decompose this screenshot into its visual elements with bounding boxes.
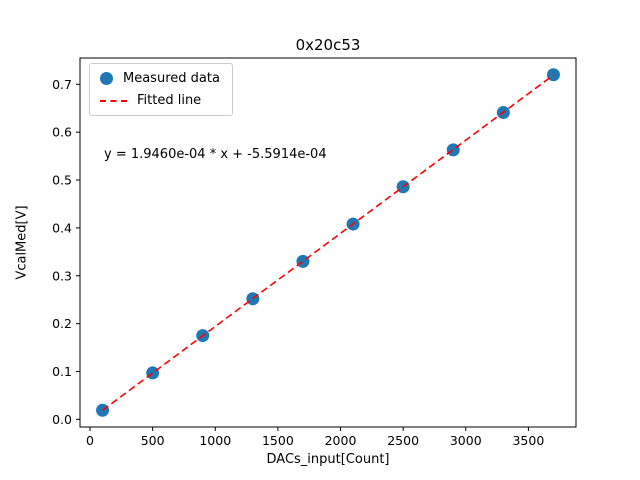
scatter-point bbox=[296, 254, 310, 268]
x-tick-label: 2000 bbox=[325, 433, 357, 448]
legend-label-measured-data: Measured data bbox=[123, 71, 220, 86]
y-tick-label: 0.3 bbox=[52, 268, 72, 283]
x-tick-label: 3500 bbox=[512, 433, 544, 448]
y-tick-label: 0.6 bbox=[52, 125, 72, 140]
scatter-point bbox=[546, 68, 560, 82]
y-tick-label: 0.1 bbox=[52, 364, 72, 379]
x-axis-label: DACs_input[Count] bbox=[266, 452, 390, 467]
axes-frame bbox=[79, 57, 577, 428]
x-tick-label: 2500 bbox=[387, 433, 419, 448]
x-tick-label: 0 bbox=[86, 433, 94, 448]
chart-title: 0x20c53 bbox=[295, 36, 361, 54]
fit-equation-annotation: y = 1.9460e-04 * x + -5.5914e-04 bbox=[104, 147, 327, 162]
circle-marker-icon bbox=[100, 72, 113, 85]
dashed-line-icon bbox=[100, 99, 127, 102]
scatter-point bbox=[146, 366, 160, 380]
x-tick-label: 1000 bbox=[199, 433, 231, 448]
y-tick-label: 0.2 bbox=[52, 316, 72, 331]
legend-item-measured-data: Measured data bbox=[100, 71, 220, 86]
y-tick-label: 0.4 bbox=[52, 220, 72, 235]
legend-label-fitted-line: Fitted line bbox=[137, 93, 202, 108]
fitted-line bbox=[102, 74, 554, 411]
y-tick-label: 0.5 bbox=[52, 173, 72, 188]
y-axis-label: VcalMed[V] bbox=[14, 205, 30, 280]
x-tick-label: 500 bbox=[141, 433, 165, 448]
legend-item-fitted-line: Fitted line bbox=[100, 93, 220, 108]
y-tick-label: 0.7 bbox=[52, 77, 72, 92]
x-tick-label: 3000 bbox=[450, 433, 482, 448]
x-tick-label: 1500 bbox=[262, 433, 294, 448]
y-tick-label: 0.0 bbox=[52, 412, 72, 427]
legend: Measured data Fitted line bbox=[89, 63, 233, 116]
